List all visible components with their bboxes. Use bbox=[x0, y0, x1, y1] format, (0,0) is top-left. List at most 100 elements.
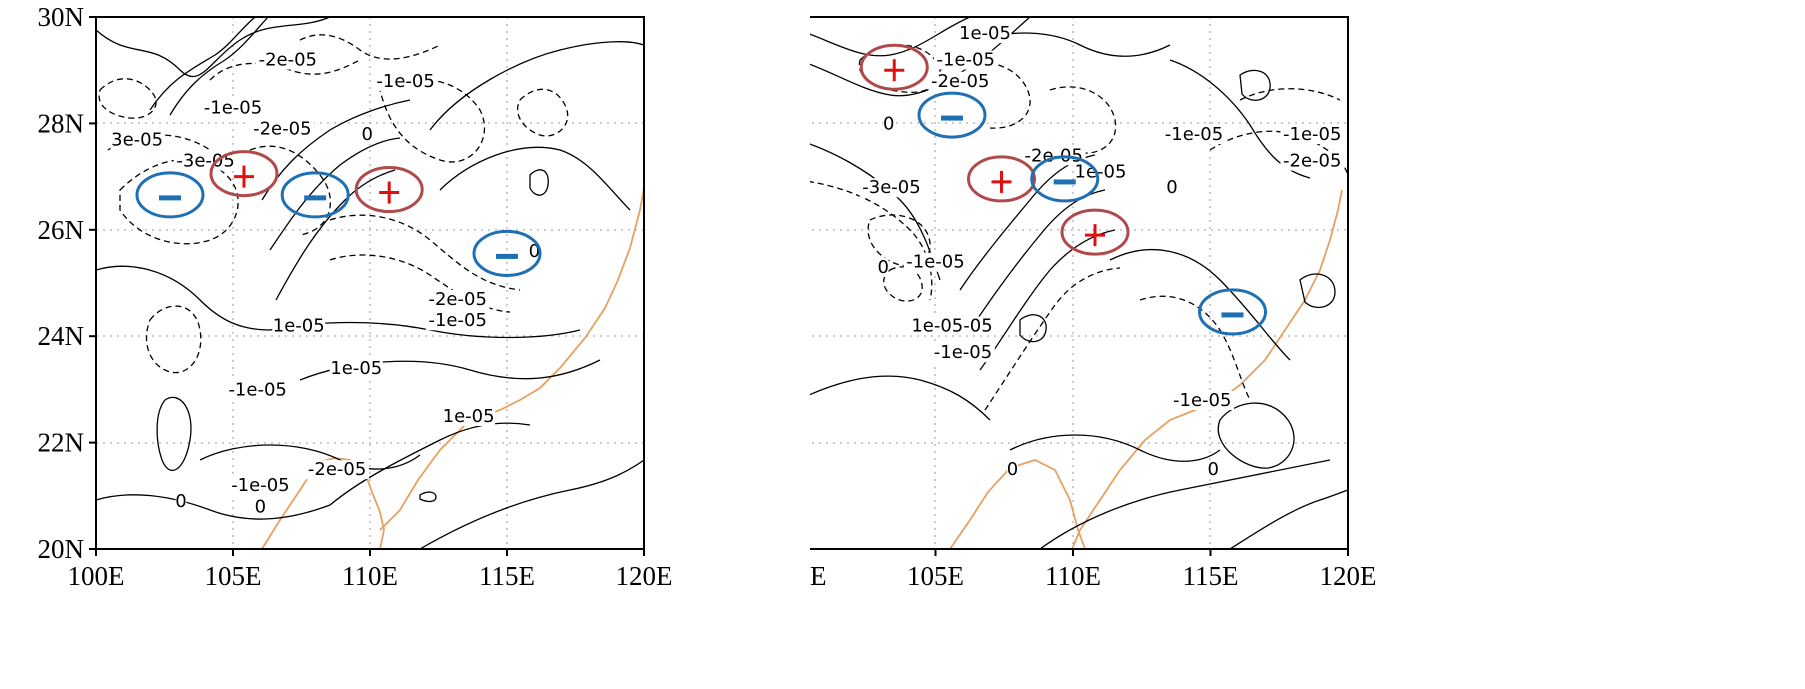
contour-label: 0 bbox=[362, 124, 373, 145]
negative-center-circle bbox=[472, 229, 542, 277]
contour-label-background bbox=[255, 497, 266, 517]
contour-label: 0 bbox=[878, 257, 889, 278]
contour-label: -1e-05 bbox=[376, 71, 434, 92]
contour-label: 0 bbox=[1007, 459, 1018, 480]
contour-label: -1e-05 bbox=[906, 252, 964, 273]
plus-sign-icon bbox=[233, 165, 254, 188]
contour-label: 1e-05 bbox=[273, 316, 325, 337]
map-frame bbox=[810, 16, 1349, 550]
positive-center-circle bbox=[859, 43, 929, 91]
contour-label-background bbox=[928, 71, 993, 91]
positive-center-circle bbox=[209, 150, 279, 198]
contour-label: -2e-05 bbox=[931, 71, 989, 92]
contour-label: 1e-05 bbox=[330, 358, 382, 379]
contour-label: -2e-05 bbox=[308, 459, 366, 480]
y-tick-label: 20N bbox=[38, 534, 85, 564]
contour-label: -1e-05 bbox=[428, 310, 486, 331]
plus-sign-icon bbox=[379, 181, 400, 204]
contour-label: 0 bbox=[255, 496, 266, 517]
negative-center-circle bbox=[1198, 288, 1267, 336]
contours bbox=[810, 16, 1349, 550]
contour-label-background bbox=[903, 252, 968, 272]
contour-label-background bbox=[1166, 178, 1178, 198]
contour-label: -2e-05 bbox=[428, 289, 486, 310]
contour-label-background bbox=[529, 242, 540, 262]
contour-label: -1e-05 bbox=[204, 97, 262, 118]
negative-center-circle bbox=[135, 171, 205, 219]
y-tick-label: 24N bbox=[38, 321, 85, 351]
contour-label-background bbox=[425, 311, 490, 331]
contour-label-background bbox=[958, 23, 1012, 43]
contour-label: 1e-05 bbox=[1075, 161, 1127, 182]
negative-center-circle bbox=[1030, 155, 1100, 203]
x-tick-label: 120E bbox=[616, 561, 673, 591]
negative-center-circle bbox=[917, 91, 987, 139]
contour-label: -1e-05 bbox=[937, 50, 995, 71]
contour-label-background bbox=[373, 71, 438, 91]
positive-center-circle bbox=[1060, 208, 1130, 256]
contour-label: 0 bbox=[529, 241, 540, 262]
y-axis: 20N 22N 24N 26N 28N 30N bbox=[38, 2, 96, 564]
x-tick-label: 110E bbox=[342, 561, 398, 591]
contour-label: 0 bbox=[1208, 459, 1219, 480]
gridlines bbox=[810, 17, 1348, 549]
contour-label-background bbox=[1280, 125, 1345, 145]
x-tick-label: 100E bbox=[810, 561, 827, 591]
y-tick-label: 28N bbox=[38, 108, 85, 138]
contour-label-background bbox=[228, 476, 293, 496]
contour-label-background bbox=[225, 380, 290, 400]
contour-label: -1e-05 bbox=[1173, 390, 1231, 411]
contour-label: -1e-05 bbox=[934, 342, 992, 363]
minus-sign-icon bbox=[941, 115, 963, 121]
contour-label-background bbox=[931, 343, 995, 363]
y-tick-label: 22N bbox=[38, 428, 85, 458]
minus-sign-icon bbox=[1053, 179, 1076, 185]
x-tick-label: 100E bbox=[68, 561, 125, 591]
contour-label-background bbox=[1170, 391, 1235, 411]
contour-label: -3e-05 bbox=[862, 177, 920, 198]
x-tick-label: 115E bbox=[479, 561, 535, 591]
plus-sign-icon bbox=[1085, 224, 1105, 247]
coastline bbox=[949, 189, 1343, 550]
x-tick-label: 115E bbox=[1183, 561, 1239, 591]
contour-label-background bbox=[110, 130, 164, 150]
x-tick-label: 105E bbox=[205, 561, 262, 591]
contour-label: -1e-05 bbox=[1165, 124, 1223, 145]
contour-label-background bbox=[256, 50, 320, 70]
contour-label-background bbox=[425, 289, 490, 309]
contour-label-background bbox=[272, 316, 326, 336]
contour-label: -1e-05 bbox=[228, 379, 286, 400]
contour-label-background bbox=[859, 178, 924, 198]
contour-label-background bbox=[175, 492, 187, 512]
contour-label-background bbox=[1021, 146, 1086, 166]
y-tick-label: 26N bbox=[38, 215, 85, 245]
contour-label-background bbox=[1007, 460, 1018, 480]
contour-label-background bbox=[1162, 125, 1226, 145]
y-tick-label: 30N bbox=[38, 2, 85, 32]
contour-label: 0 bbox=[175, 491, 186, 512]
positive-center-circle bbox=[967, 155, 1036, 203]
x-axis: 100E 105E 110E 115E 120E bbox=[810, 549, 1377, 591]
contour-label-background bbox=[442, 407, 496, 426]
contour-label-background bbox=[1074, 162, 1127, 182]
contour-label: -1e-05 bbox=[1283, 124, 1341, 145]
contour-label: 0 bbox=[1166, 177, 1177, 198]
contour-label: -2e-05 bbox=[1025, 145, 1083, 166]
minus-sign-icon bbox=[158, 195, 181, 201]
contour-label-background bbox=[933, 50, 998, 70]
contour-labels: 1e-05-1e-05-2e-050-1e-05 -1e-05-2e-05 -2e-… bbox=[859, 23, 1345, 480]
sign-markers bbox=[135, 150, 542, 277]
contour-label-background bbox=[877, 258, 889, 278]
sign-markers bbox=[859, 43, 1267, 336]
plus-sign-icon bbox=[991, 170, 1012, 193]
contour-label-background bbox=[361, 125, 373, 145]
contour-label: 1e-05-05 bbox=[911, 316, 992, 337]
contour-label: -2e-05 bbox=[1283, 151, 1341, 172]
contour-label: 0 bbox=[883, 113, 894, 134]
gridlines bbox=[96, 17, 644, 549]
contour-label-background bbox=[201, 98, 265, 118]
minus-sign-icon bbox=[1221, 312, 1244, 318]
plus-sign-icon bbox=[884, 59, 905, 82]
contour-label: 1e-05 bbox=[959, 23, 1011, 44]
